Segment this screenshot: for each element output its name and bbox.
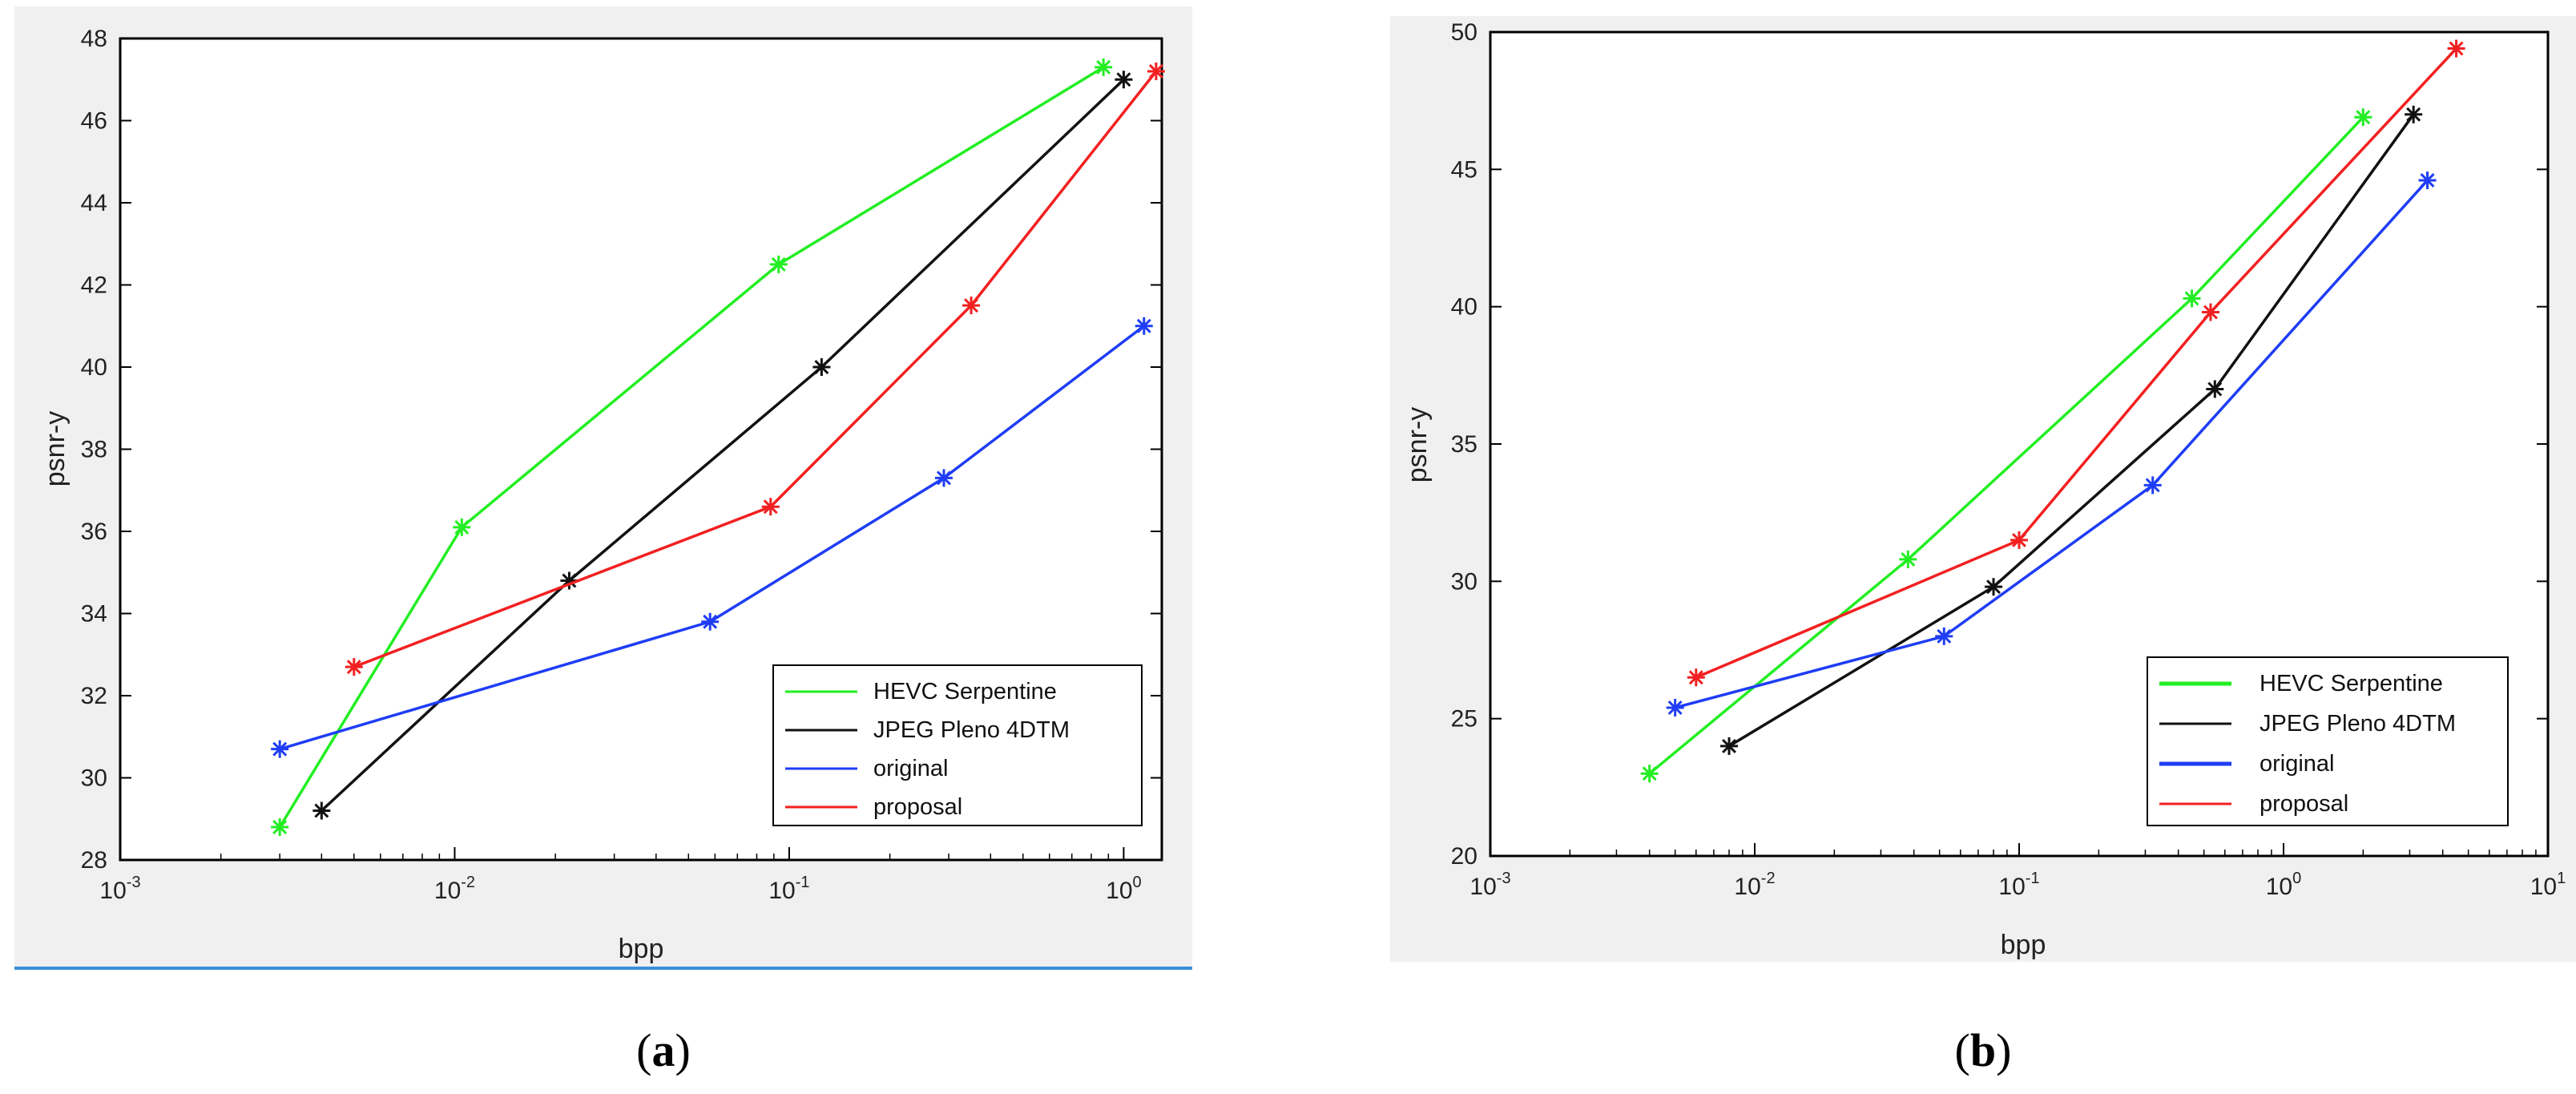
- series-line-hevc-serpentine: [278, 66, 1105, 828]
- panel-a-xticks: 10-3 10-2 10-1 100: [99, 847, 1142, 904]
- panel-a-yticks: 28 30 32 34 36 38 40 42 44 46 48: [81, 26, 1162, 874]
- xtick-label: 10-2: [1734, 870, 1775, 900]
- ytick-label: 30: [1451, 568, 1477, 595]
- data-point-original: [1666, 698, 1684, 717]
- data-point-hevc-serpentine: [1094, 58, 1113, 76]
- ytick-label: 38: [81, 437, 107, 463]
- panel-b-yticks: 20 25 30 35 40 45 50: [1451, 19, 2548, 870]
- series-line-jpeg-pleno-4dtm: [320, 78, 1125, 812]
- panel-b-legend: HEVC Serpentine JPEG Pleno 4DTM original pr…: [2147, 656, 2509, 826]
- xtick-label: 10-3: [1469, 870, 1510, 900]
- xtick-label: 101: [2530, 870, 2566, 900]
- data-point-original: [1135, 317, 1153, 335]
- ytick-label: 40: [81, 354, 107, 381]
- data-point-original: [2143, 476, 2162, 495]
- xtick-label: 100: [2266, 870, 2302, 900]
- data-point-hevc-serpentine: [2354, 108, 2372, 127]
- ytick-label: 44: [81, 190, 107, 216]
- legend-label-original: original: [873, 756, 949, 781]
- legend-label-jpeg-pleno-4dtm: JPEG Pleno 4DTM: [2260, 711, 2456, 737]
- ytick-label: 28: [81, 847, 107, 874]
- data-point-proposal: [1147, 63, 1165, 80]
- xtick-label: 100: [1106, 874, 1142, 904]
- ytick-label: 46: [81, 108, 107, 135]
- data-point-proposal: [2202, 303, 2220, 321]
- panel-a-xlabel: bpp: [619, 934, 664, 964]
- legend-label-hevc-serpentine: HEVC Serpentine: [2260, 671, 2443, 696]
- legend-label-jpeg-pleno-4dtm: JPEG Pleno 4DTM: [873, 717, 1070, 743]
- ytick-label: 42: [81, 272, 107, 299]
- data-point-original: [1935, 627, 1953, 645]
- data-point-hevc-serpentine: [1899, 550, 1917, 568]
- ytick-label: 48: [81, 26, 107, 52]
- panel-a-caption: (a): [636, 1024, 691, 1076]
- ytick-label: 50: [1451, 19, 1477, 46]
- data-point-proposal: [345, 658, 363, 676]
- series-line-proposal: [353, 70, 1158, 668]
- data-point-hevc-serpentine: [453, 518, 471, 536]
- data-point-jpeg-pleno-4dtm: [812, 358, 831, 376]
- data-point-hevc-serpentine: [1640, 765, 1659, 783]
- panel-a-legend: HEVC Serpentine JPEG Pleno 4DTM original pr…: [772, 664, 1143, 826]
- data-point-proposal: [2447, 39, 2465, 58]
- series-line-jpeg-pleno-4dtm: [1728, 113, 2415, 748]
- data-point-jpeg-pleno-4dtm: [1720, 737, 1739, 755]
- legend-label-original: original: [2260, 751, 2335, 777]
- data-point-proposal: [962, 297, 981, 315]
- data-point-original: [701, 612, 720, 631]
- data-point-jpeg-pleno-4dtm: [1985, 578, 2003, 596]
- ytick-label: 34: [81, 601, 107, 628]
- legend-label-proposal: proposal: [873, 794, 962, 820]
- ytick-label: 40: [1451, 294, 1477, 321]
- xtick-label: 10-1: [1998, 870, 2039, 900]
- data-point-hevc-serpentine: [271, 818, 289, 836]
- ytick-label: 20: [1451, 843, 1477, 870]
- ytick-label: 35: [1451, 431, 1477, 458]
- data-point-proposal: [761, 498, 780, 516]
- data-point-jpeg-pleno-4dtm: [312, 801, 331, 820]
- data-point-proposal: [1687, 668, 1705, 687]
- ytick-label: 36: [81, 519, 107, 545]
- panel-a: 28 30 32 34 36 38 40 42 44 46 48 10-3 10-2 10-1 100 b…: [14, 6, 1192, 1076]
- series-line-proposal: [1695, 47, 2457, 679]
- data-point-jpeg-pleno-4dtm: [1115, 71, 1133, 89]
- xtick-label: 10-2: [434, 874, 475, 904]
- data-point-proposal: [2010, 531, 2028, 549]
- data-point-hevc-serpentine: [2183, 289, 2201, 308]
- xtick-label: 10-1: [768, 874, 809, 904]
- panel-b-caption: (b): [1955, 1024, 2012, 1076]
- data-point-original: [271, 740, 289, 758]
- data-point-jpeg-pleno-4dtm: [2405, 105, 2423, 123]
- series-line-original: [1675, 179, 2429, 709]
- data-point-original: [934, 469, 953, 487]
- data-point-jpeg-pleno-4dtm: [2206, 380, 2224, 398]
- ytick-label: 45: [1451, 156, 1477, 183]
- series-line-hevc-serpentine: [1648, 116, 2364, 775]
- xtick-label: 10-3: [99, 874, 140, 904]
- panel-b-xlabel: bpp: [2001, 930, 2046, 960]
- legend-label-hevc-serpentine: HEVC Serpentine: [873, 679, 1057, 704]
- data-point-hevc-serpentine: [769, 255, 788, 273]
- series-line-original: [279, 325, 1145, 751]
- panel-b-series: [1640, 39, 2465, 783]
- panel-a-series: [271, 58, 1165, 836]
- panel-b: 20 25 30 35 40 45 50 10-3 10-2 10-1 100 101 bpp ps…: [1390, 16, 2576, 1076]
- data-point-original: [2418, 172, 2437, 190]
- legend-label-proposal: proposal: [2260, 791, 2348, 817]
- ytick-label: 25: [1451, 706, 1477, 733]
- ytick-label: 30: [81, 765, 107, 792]
- panel-a-ylabel: psnr-y: [40, 411, 71, 486]
- ytick-label: 32: [81, 683, 107, 709]
- panel-b-ylabel: psnr-y: [1402, 407, 1433, 482]
- panel-b-xticks: 10-3 10-2 10-1 100 101: [1469, 843, 2566, 900]
